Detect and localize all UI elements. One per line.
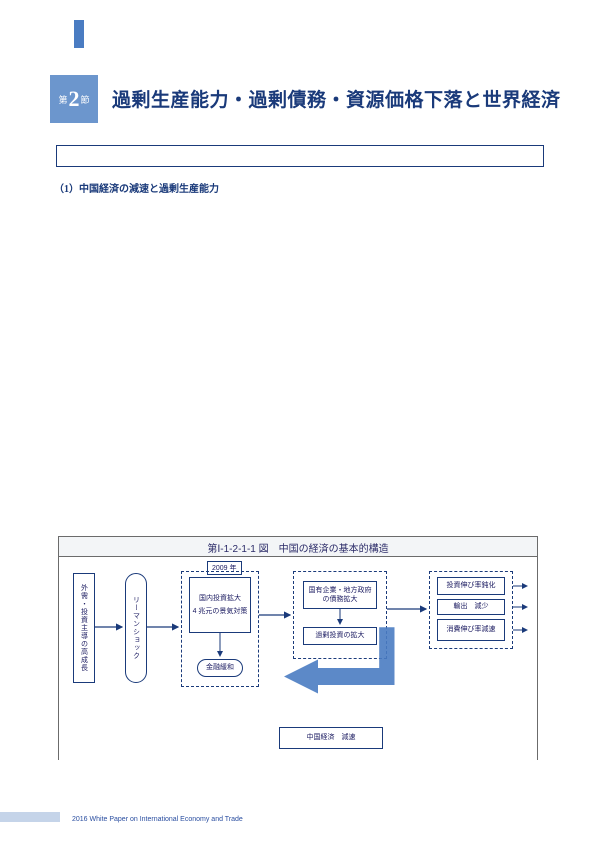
section-title: 過剰生産能力・過剰債務・資源価格下落と世界経済 <box>112 85 561 112</box>
subsection-box <box>56 145 544 167</box>
badge-number: 2 <box>69 88 80 110</box>
badge-prefix: 第 <box>58 93 67 106</box>
node-investment-stimulus: 国内投資拡大 4 兆元の景気対策 <box>189 577 251 633</box>
node-over-investment: 過剰投資の拡大 <box>303 627 377 645</box>
node-china-slowdown: 中国経済 減速 <box>279 727 383 749</box>
footer-accent-bar <box>0 812 60 822</box>
node-investment-slow: 投資伸び率鈍化 <box>437 577 505 595</box>
node-soe-debt-label: 国有企業・地方政府の債務拡大 <box>306 586 374 604</box>
node-investment-expand-label: 国内投資拡大 <box>199 594 241 603</box>
page-footer: 2016 White Paper on International Econom… <box>0 808 595 822</box>
node-soe-debt: 国有企業・地方政府の債務拡大 <box>303 581 377 609</box>
figure-body: 2009 年 外需・投資主導の高成長 リーマンショック 国内投資拡大 4 兆元の… <box>59 557 537 761</box>
figure-caption: 第Ⅰ-1-2-1-1 図 中国の経済の基本的構造 <box>59 537 537 557</box>
header-accent-bar <box>74 20 84 48</box>
node-exports-decline: 輸出 減少 <box>437 599 505 615</box>
node-monetary-easing: 金融緩和 <box>197 659 243 677</box>
node-lehman: リーマンショック <box>125 573 147 683</box>
section-number-badge: 第 2 節 <box>50 75 98 123</box>
node-investment-slow-label: 投資伸び率鈍化 <box>447 581 496 590</box>
figure-I-1-2-1-1: 第Ⅰ-1-2-1-1 図 中国の経済の基本的構造 2009 年 外需・投資主導の… <box>58 536 538 760</box>
page: 第 2 節 過剰生産能力・過剰債務・資源価格下落と世界経済 （1）中国経済の減速… <box>0 0 595 842</box>
node-external-demand-label: 外需・投資主導の高成長 <box>79 584 88 672</box>
subheading-1: （1）中国経済の減速と過剰生産能力 <box>54 180 219 195</box>
node-monetary-easing-label: 金融緩和 <box>206 663 234 672</box>
node-exports-decline-label: 輸出 減少 <box>454 602 489 611</box>
badge-suffix: 節 <box>81 93 90 106</box>
node-china-slowdown-label: 中国経済 減速 <box>307 733 356 742</box>
node-consumption-slow: 消費伸び率減速 <box>437 619 505 641</box>
node-consumption-slow-label: 消費伸び率減速 <box>447 625 496 634</box>
footer-text: 2016 White Paper on International Econom… <box>72 816 243 823</box>
node-over-investment-label: 過剰投資の拡大 <box>316 631 365 640</box>
node-lehman-label: リーマンショック <box>131 596 140 660</box>
node-external-demand: 外需・投資主導の高成長 <box>73 573 95 683</box>
node-4trillion-label: 4 兆元の景気対策 <box>193 607 248 616</box>
